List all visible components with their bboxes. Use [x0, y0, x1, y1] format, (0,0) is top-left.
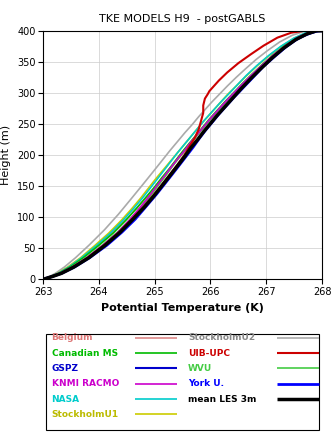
Text: KNMI RACMO: KNMI RACMO	[51, 379, 119, 388]
Title: TKE MODELS H9  - postGABLS: TKE MODELS H9 - postGABLS	[99, 15, 266, 25]
Text: Belgium: Belgium	[51, 334, 93, 342]
Text: StockholmU1: StockholmU1	[51, 410, 119, 419]
Text: York U.: York U.	[188, 379, 224, 388]
Y-axis label: Height (m): Height (m)	[1, 125, 11, 185]
Text: mean LES 3m: mean LES 3m	[188, 395, 257, 403]
Text: NASA: NASA	[51, 395, 80, 403]
X-axis label: Potential Temperature (K): Potential Temperature (K)	[101, 303, 264, 313]
Text: Canadian MS: Canadian MS	[51, 348, 118, 358]
Text: WVU: WVU	[188, 364, 212, 373]
Text: UIB-UPC: UIB-UPC	[188, 348, 230, 358]
Text: StockholmU2: StockholmU2	[188, 334, 255, 342]
Text: GSPZ: GSPZ	[51, 364, 79, 373]
